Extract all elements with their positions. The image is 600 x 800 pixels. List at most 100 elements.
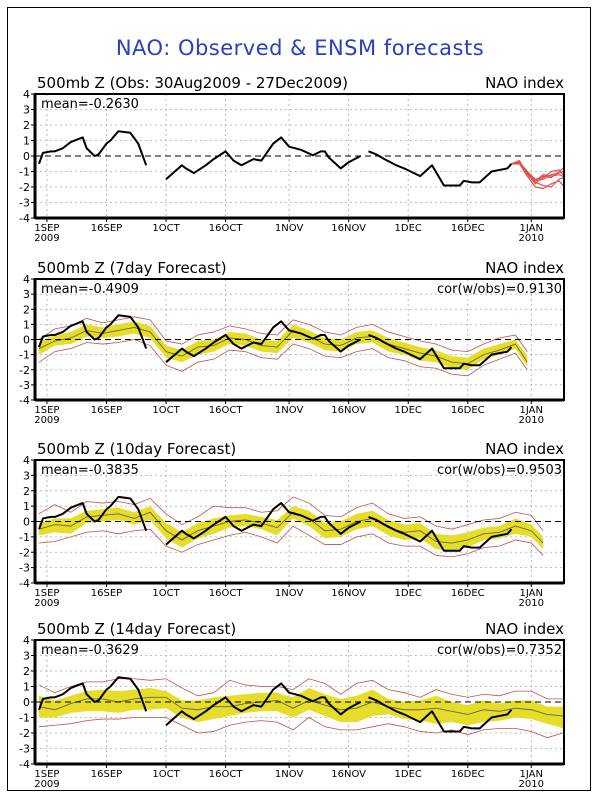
x-tick-label: 16OCT (209, 588, 244, 599)
x-tick-label: 16OCT (209, 769, 244, 780)
y-tick-label: -1 (19, 349, 30, 362)
x-tick-label: 1JAN (520, 405, 543, 416)
ensemble-min-line (38, 717, 564, 739)
mean-annotation: mean=-0.3629 (41, 643, 139, 658)
x-tick-label: 16NOV (331, 769, 366, 780)
panel-title: 500mb Z (7day Forecast) (37, 259, 227, 277)
y-tick-label: 4 (23, 273, 30, 286)
mean-annotation: mean=-0.2630 (41, 97, 139, 112)
x-tick-label: 16DEC (451, 405, 485, 416)
y-tick-label: -1 (19, 166, 30, 179)
panel-3: 500mb Z (10day Forecast) NAO index 4 3 2 1 0 -1… (19, 440, 565, 609)
ensemble-min-line (38, 339, 528, 377)
y-tick-label: 4 (23, 454, 30, 467)
mean-annotation: mean=-0.4909 (41, 282, 139, 297)
x-tick-label: 1SEP (34, 405, 59, 416)
ensemble-member-line (511, 161, 564, 180)
ensemble-member-line (511, 163, 564, 190)
observed-line (368, 696, 513, 733)
y-tick-label: 4 (23, 634, 30, 647)
panel-title: 500mb Z (14day Forecast) (37, 620, 236, 638)
plot-area (38, 676, 564, 739)
observed-line (368, 334, 513, 370)
y-tick-label: -2 (19, 181, 30, 194)
x-tick-label: 1SEP (34, 769, 59, 780)
x-tick-label: 16OCT (209, 405, 244, 416)
ensemble-member-line (511, 161, 564, 182)
y-tick-label: 1 (23, 681, 30, 694)
x-tick-label: 1JAN (520, 588, 543, 599)
y-tick-label: -4 (19, 212, 30, 225)
x-tick-label: 1DEC (395, 769, 422, 780)
ensemble-max-line (38, 496, 544, 531)
y-tick-label: -2 (19, 727, 30, 740)
plot-area (38, 495, 544, 558)
panel-right-label: NAO index (485, 440, 564, 458)
x-tick-year-label: 2010 (519, 233, 544, 244)
x-tick-label: 1DEC (395, 405, 422, 416)
x-tick-label: 1JAN (520, 769, 543, 780)
ensemble-mean-line (38, 326, 528, 365)
y-tick-label: -1 (19, 712, 30, 725)
x-tick-label: 1DEC (395, 588, 422, 599)
y-tick-label: 0 (23, 150, 30, 163)
y-tick-label: -3 (19, 197, 30, 210)
y-tick-label: 1 (23, 318, 30, 331)
x-tick-label: 1NOV (275, 769, 304, 780)
y-tick-label: 3 (23, 650, 30, 663)
x-tick-label: 16NOV (331, 588, 366, 599)
x-tick-label: 1JAN (520, 223, 543, 234)
x-tick-label: 16DEC (451, 769, 485, 780)
x-tick-year-label: 2010 (519, 779, 544, 790)
x-tick-label: 16DEC (451, 588, 485, 599)
y-tick-label: -3 (19, 743, 30, 756)
y-tick-label: -4 (19, 758, 30, 771)
y-tick-label: 0 (23, 696, 30, 709)
ensemble-mean-line (38, 696, 564, 717)
y-tick-label: 3 (23, 469, 30, 482)
x-tick-label: 1DEC (395, 223, 422, 234)
y-tick-label: 2 (23, 665, 30, 678)
x-tick-label: 16OCT (209, 223, 244, 234)
ensemble-min-line (38, 525, 544, 558)
spread-band (39, 688, 564, 729)
panel-right-label: NAO index (485, 74, 564, 92)
y-tick-label: -2 (19, 364, 30, 377)
plot-area (38, 130, 564, 190)
observed-line (38, 676, 148, 712)
x-tick-label: 16NOV (331, 223, 366, 234)
x-tick-label: 16SEP (91, 769, 122, 780)
observed-line (38, 314, 148, 349)
plot-area (38, 314, 528, 377)
y-tick-label: 0 (23, 516, 30, 529)
y-tick-label: 2 (23, 119, 30, 132)
observed-line (368, 150, 513, 187)
observed-line (165, 320, 362, 363)
x-tick-label: 1OCT (152, 588, 180, 599)
panel-2: 500mb Z (7day Forecast) NAO index 4 3 2 1 0 -1 -… (19, 259, 565, 426)
y-tick-label: -2 (19, 546, 30, 559)
y-tick-label: -4 (19, 577, 30, 590)
panel-title: 500mb Z (Obs: 30Aug2009 - 27Dec2009) (37, 74, 348, 92)
x-tick-label: 1OCT (152, 769, 180, 780)
x-tick-label: 16SEP (91, 588, 122, 599)
mean-annotation: mean=-0.3835 (41, 463, 139, 478)
observed-line (38, 495, 148, 532)
panel-title: 500mb Z (10day Forecast) (37, 440, 236, 458)
observed-line (165, 136, 362, 181)
panel-right-label: NAO index (485, 259, 564, 277)
x-tick-label: 1NOV (275, 588, 304, 599)
x-tick-year-label: 2009 (34, 598, 59, 609)
panel-1: 500mb Z (Obs: 30Aug2009 - 27Dec2009) NAO … (19, 74, 565, 244)
x-tick-label: 1OCT (152, 405, 180, 416)
y-tick-label: 2 (23, 485, 30, 498)
observed-line (38, 130, 148, 166)
correlation-annotation: cor(w/obs)=0.7352 (437, 643, 562, 658)
y-tick-label: -4 (19, 394, 30, 407)
y-tick-label: -3 (19, 562, 30, 575)
x-tick-label: 1OCT (152, 223, 180, 234)
x-tick-year-label: 2010 (519, 598, 544, 609)
spread-band (39, 506, 544, 551)
x-tick-label: 16DEC (451, 223, 485, 234)
